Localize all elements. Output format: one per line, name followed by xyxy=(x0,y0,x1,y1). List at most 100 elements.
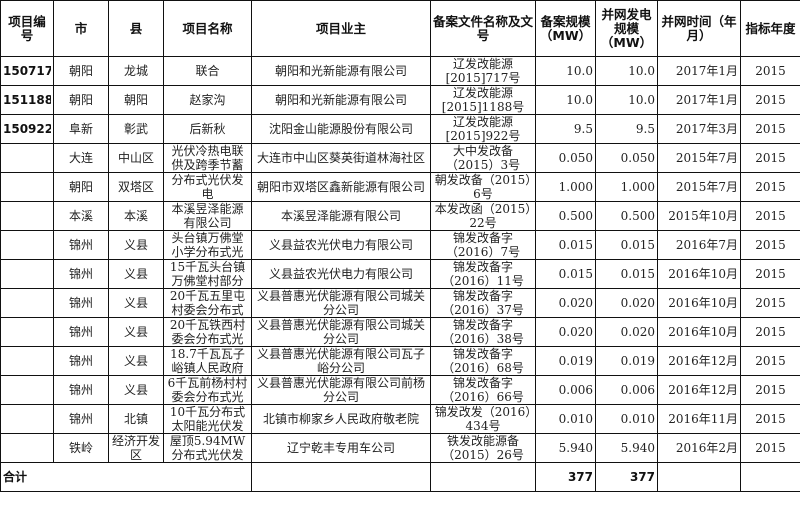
cell-time: 2016年12月 xyxy=(657,346,741,376)
cell-name: 联合 xyxy=(163,56,252,86)
cell-time: 2016年11月 xyxy=(657,404,741,434)
total-empty xyxy=(657,462,741,492)
cell-filed-text: 0.010 xyxy=(558,412,593,426)
cell-name-text: 本溪昱泽能源有限公司 xyxy=(171,202,244,230)
cell-grid-text: 0.010 xyxy=(620,412,655,426)
cell-city-text: 朝阳 xyxy=(68,93,93,107)
cell-id xyxy=(0,375,54,405)
cell-filed: 0.020 xyxy=(535,288,596,318)
cell-year-text: 2015 xyxy=(755,296,786,310)
cell-city: 阜新 xyxy=(53,114,109,144)
cell-name: 赵家沟 xyxy=(163,85,252,115)
cell-year: 2015 xyxy=(740,230,800,260)
cell-owner-text: 大连市中山区葵英街道林海社区 xyxy=(256,151,425,165)
cell-year: 2015 xyxy=(740,288,800,318)
cell-grid: 0.050 xyxy=(595,143,658,173)
cell-grid-text: 10.0 xyxy=(628,64,655,78)
cell-time: 2015年7月 xyxy=(657,172,741,202)
cell-owner: 北镇市柳家乡人民政府敬老院 xyxy=(251,404,431,434)
cell-time-text: 2016年11月 xyxy=(668,412,738,426)
cell-year-text: 2015 xyxy=(755,122,786,136)
cell-grid: 9.5 xyxy=(595,114,658,144)
header-name: 项目名称 xyxy=(163,0,252,57)
cell-filed-text: 0.006 xyxy=(558,383,593,397)
cell-time: 2016年2月 xyxy=(657,433,741,463)
cell-city-text: 朝阳 xyxy=(68,64,93,78)
cell-filed: 0.050 xyxy=(535,143,596,173)
cell-doc-text: 锦发改发（2016）434号 xyxy=(434,405,532,433)
header-time: 并网时间（年月） xyxy=(657,0,741,57)
cell-time: 2015年7月 xyxy=(657,143,741,173)
cell-owner: 辽宁乾丰专用车公司 xyxy=(251,433,431,463)
cell-doc-text: 朝发改备（2015）6号 xyxy=(434,173,532,201)
cell-name-text: 15千瓦头台镇万佛堂村部分 xyxy=(169,260,246,288)
header-filed: 备案规模（MW） xyxy=(535,0,596,57)
cell-doc-text: 锦发改备字（2016）68号 xyxy=(442,347,524,375)
cell-filed: 0.019 xyxy=(535,346,596,376)
cell-filed-text: 0.020 xyxy=(558,325,593,339)
cell-time: 2016年10月 xyxy=(657,288,741,318)
cell-year: 2015 xyxy=(740,114,800,144)
cell-year-text: 2015 xyxy=(755,354,786,368)
cell-doc-text: 锦发改备字（2016）37号 xyxy=(442,289,524,317)
cell-year: 2015 xyxy=(740,346,800,376)
cell-grid: 10.0 xyxy=(595,56,658,86)
cell-year: 2015 xyxy=(740,201,800,231)
cell-county-text: 义县 xyxy=(123,354,148,368)
cell-county: 经济开发区 xyxy=(108,433,164,463)
cell-name-text: 赵家沟 xyxy=(189,93,226,107)
cell-city: 朝阳 xyxy=(53,56,109,86)
cell-name-text: 10千瓦分布式太阳能光伏发 xyxy=(169,405,246,433)
cell-name-text: 联合 xyxy=(195,64,220,78)
cell-grid: 0.019 xyxy=(595,346,658,376)
cell-county-text: 义县 xyxy=(123,325,148,339)
cell-year-text: 2015 xyxy=(755,441,786,455)
cell-filed: 1.000 xyxy=(535,172,596,202)
cell-filed-text: 0.020 xyxy=(558,296,593,310)
cell-year: 2015 xyxy=(740,143,800,173)
cell-doc: 铁发改能源备（2015）26号 xyxy=(430,433,536,463)
cell-grid: 0.020 xyxy=(595,288,658,318)
cell-owner: 沈阳金山能源股份有限公司 xyxy=(251,114,431,144)
cell-year: 2015 xyxy=(740,172,800,202)
table-row: 150922 阜新 彰武 后新秋 沈阳金山能源股份有限公司 辽发改能源[2015]922号… xyxy=(0,114,800,144)
cell-grid: 0.500 xyxy=(595,201,658,231)
cell-name-text: 分布式光伏发电 xyxy=(171,173,244,201)
cell-owner-text: 北镇市柳家乡人民政府敬老院 xyxy=(262,412,419,426)
table-row: 锦州 义县 18.7千瓦瓦子峪镇人民政府 义县普惠光伏能源有限公司瓦子峪分公司 锦发改备… xyxy=(0,346,800,376)
cell-filed: 10.0 xyxy=(535,56,596,86)
cell-doc-text: 本发改函（2015）22号 xyxy=(434,202,532,230)
cell-grid-text: 1.000 xyxy=(620,180,655,194)
cell-grid-text: 0.020 xyxy=(620,325,655,339)
header-owner: 项目业主 xyxy=(251,0,431,57)
cell-year: 2015 xyxy=(740,433,800,463)
cell-id xyxy=(0,259,54,289)
cell-filed-text: 9.5 xyxy=(573,122,593,136)
cell-grid: 0.020 xyxy=(595,317,658,347)
cell-county-text: 朝阳 xyxy=(123,93,148,107)
cell-time-text: 2016年7月 xyxy=(675,238,738,252)
cell-city-text: 锦州 xyxy=(68,267,93,281)
cell-name: 光伏冷热电联供及跨季节蓄 xyxy=(163,143,252,173)
cell-time-text: 2016年10月 xyxy=(668,325,738,339)
cell-grid-text: 5.940 xyxy=(620,441,655,455)
cell-filed-text: 0.019 xyxy=(558,354,593,368)
cell-county: 义县 xyxy=(108,317,164,347)
cell-id xyxy=(0,404,54,434)
cell-doc-text: 锦发改备字（2016）11号 xyxy=(442,260,524,288)
cell-owner: 义县普惠光伏能源有限公司城关分公司 xyxy=(251,317,431,347)
table-row: 本溪 本溪 本溪昱泽能源有限公司 本溪昱泽能源有限公司 本发改函（2015）22号 0.5… xyxy=(0,201,800,231)
cell-time: 2017年1月 xyxy=(657,56,741,86)
table-row: 锦州 义县 15千瓦头台镇万佛堂村部分 义县益农光伏电力有限公司 锦发改备字（2016）… xyxy=(0,259,800,289)
total-label: 合计 xyxy=(0,462,252,492)
cell-year-text: 2015 xyxy=(755,93,786,107)
cell-doc-text: 锦发改备字（2016）38号 xyxy=(442,318,524,346)
total-filed: 377 xyxy=(535,462,596,492)
cell-grid-text: 10.0 xyxy=(628,93,655,107)
cell-doc-text: 辽发改能源[2015]1188号 xyxy=(441,86,525,114)
cell-county: 彰武 xyxy=(108,114,164,144)
cell-owner: 朝阳和光新能源有限公司 xyxy=(251,56,431,86)
cell-county-text: 龙城 xyxy=(123,64,148,78)
cell-doc: 辽发改能源[2015]1188号 xyxy=(430,85,536,115)
table-row: 锦州 义县 20千瓦五里屯村委会分布式 义县普惠光伏能源有限公司城关分公司 锦发改备字（… xyxy=(0,288,800,318)
